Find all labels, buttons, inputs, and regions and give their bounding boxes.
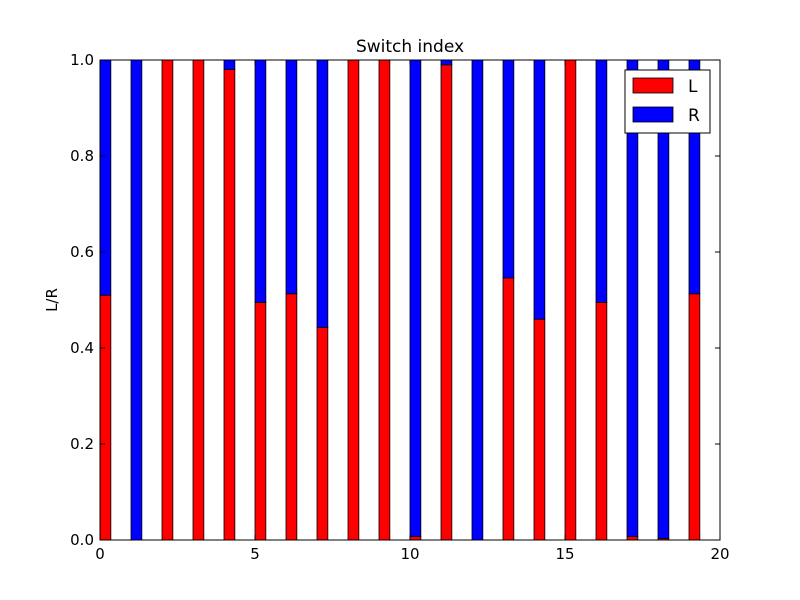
bar-l-0 (99, 294, 112, 541)
y-tick-label: 0.2 (70, 435, 94, 453)
y-axis-label: L/R (43, 288, 61, 312)
x-tick-label: 20 (710, 545, 729, 563)
bar-l-5 (254, 301, 267, 541)
ticks-layer: 0 5 10 15 20 0.0 0.2 0.4 0.6 0.8 1.0 (70, 51, 729, 563)
bar-r-7 (316, 59, 329, 328)
y-tick-label: 1.0 (70, 51, 94, 69)
legend-swatch-l (632, 77, 674, 94)
y-tick-label: 0.0 (70, 531, 94, 549)
x-tick-label: 15 (555, 545, 574, 563)
bar-l-16 (595, 301, 608, 541)
y-tick-label: 0.4 (70, 339, 94, 357)
legend-label-r: R (688, 106, 700, 126)
x-tick-label: 10 (400, 545, 419, 563)
legend: LR (624, 69, 711, 134)
bar-l-7 (316, 326, 329, 541)
bar-r-1 (130, 59, 143, 541)
bar-r-10 (409, 59, 422, 538)
bar-l-3 (192, 59, 205, 541)
bar-l-9 (378, 59, 391, 541)
bar-r-5 (254, 59, 267, 303)
y-tick-label: 0.8 (70, 147, 94, 165)
bar-r-14 (533, 59, 546, 320)
x-tick-label: 0 (95, 545, 105, 563)
bar-l-6 (285, 293, 298, 541)
bar-l-11 (440, 64, 453, 541)
y-tick-label: 0.6 (70, 243, 94, 261)
bar-l-2 (161, 59, 174, 541)
bar-r-12 (471, 59, 484, 541)
bar-r-6 (285, 59, 298, 295)
bar-l-19 (688, 293, 701, 541)
bar-r-11 (440, 59, 453, 66)
bar-l-15 (564, 59, 577, 541)
legend-label-l: L (688, 77, 698, 97)
x-tick-label: 5 (250, 545, 260, 563)
bar-l-13 (502, 277, 515, 541)
bar-r-13 (502, 59, 515, 279)
bar-l-10 (409, 536, 422, 541)
bar-l-14 (533, 318, 546, 541)
bar-l-4 (223, 69, 236, 541)
chart-title: Switch index (356, 37, 464, 57)
bar-l-8 (347, 59, 360, 541)
legend-swatch-r (632, 106, 674, 123)
bar-l-17 (626, 536, 639, 541)
bar-r-16 (595, 59, 608, 303)
bar-r-0 (99, 59, 112, 296)
bars-layer (99, 59, 701, 541)
bar-r-4 (223, 59, 236, 71)
